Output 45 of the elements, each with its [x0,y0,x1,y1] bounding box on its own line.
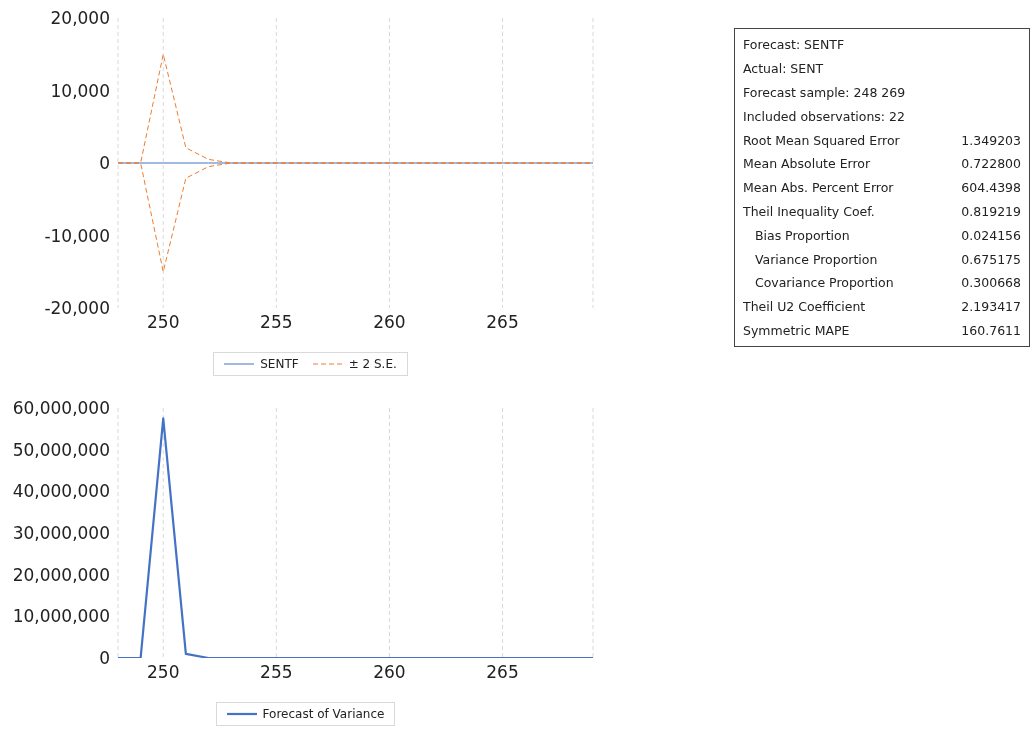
x-tick-label: 250 [147,312,180,333]
y-tick-label: -10,000 [44,225,110,246]
category-label: Forecast: SENTF [743,37,845,53]
x-tick-label: 265 [486,312,519,333]
category-label: Bias Proportion [753,227,850,243]
legend-label: ± 2 S.E. [348,357,397,371]
x-tick-label: 260 [373,312,406,333]
text: 604.4398 [961,180,1021,196]
text: 1.349203 [961,132,1021,148]
category-label: Covariance Proportion [753,275,894,291]
y-tick-label: 0 [99,648,110,669]
text: 2.193417 [961,299,1021,315]
y-tick-label: 20,000,000 [12,564,110,585]
category-label: Variance Proportion [753,251,878,267]
x-tick-label: 265 [486,662,519,683]
y-tick-label: 40,000,000 [12,481,110,502]
category-label: Theil Inequality Coef. [743,203,875,219]
y-tick-label: -20,000 [44,298,110,319]
category-label: Included observations: 22 [743,108,905,124]
y-tick-label: 10,000 [50,80,110,101]
y-tick-label: 60,000,000 [12,398,110,419]
category-label: Mean Absolute Error [743,156,871,172]
y-tick-label: 30,000,000 [12,523,110,544]
x-tick-label: 255 [260,662,293,683]
category-label: Mean Abs. Percent Error [743,180,894,196]
text: 0.722800 [961,156,1021,172]
y-tick-label: 50,000,000 [12,439,110,460]
legend-label: SENTF [260,357,299,371]
category-label: Root Mean Squared Error [743,132,900,148]
category-label: Symmetric MAPE [743,322,850,338]
text: 0.300668 [961,275,1021,291]
text: 0.675175 [961,251,1021,267]
category-label: Actual: SENT [743,61,824,77]
y-tick-label: 10,000,000 [12,606,110,627]
category-label: Theil U2 Coefficient [743,299,866,315]
text: 0.024156 [961,227,1021,243]
legend-label: Forecast of Variance [262,707,385,721]
y-tick-label: 0 [99,153,110,174]
x-tick-label: 260 [373,662,406,683]
text: 160.7611 [961,322,1021,338]
text: 0.819219 [961,203,1021,219]
x-tick-label: 255 [260,312,293,333]
category-label: Forecast sample: 248 269 [743,84,906,100]
y-tick-label: 20,000 [50,8,110,29]
x-tick-label: 250 [147,662,180,683]
